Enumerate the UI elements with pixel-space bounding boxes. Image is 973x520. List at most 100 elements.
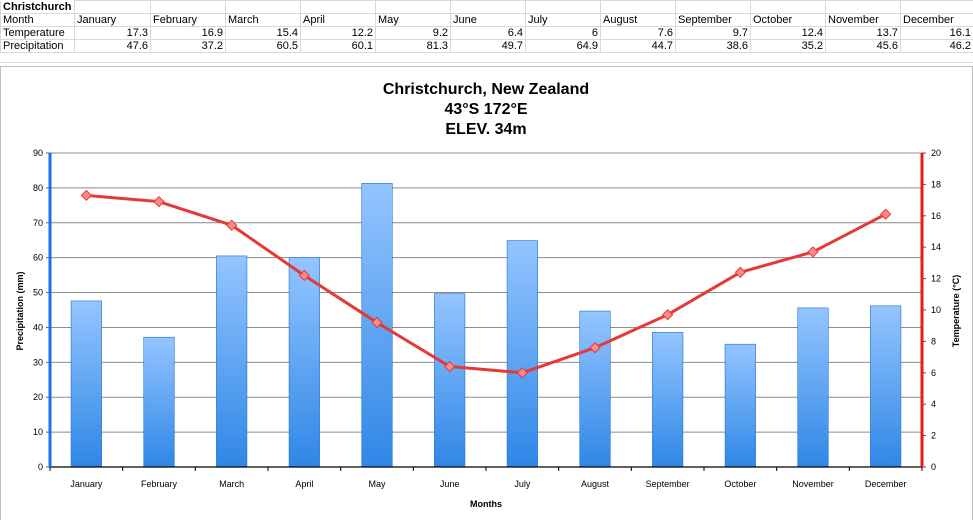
value-cell[interactable]: 60.5 [226, 40, 301, 53]
right-tick-label: 6 [931, 368, 936, 378]
x-tick-label: December [865, 479, 907, 489]
x-tick-label: January [70, 479, 103, 489]
temperature-line [81, 190, 890, 377]
left-tick-label: 80 [33, 183, 43, 193]
empty-cell[interactable] [226, 1, 301, 14]
left-tick-label: 30 [33, 357, 43, 367]
chart-title-line-3: ELEV. 34m [445, 121, 526, 138]
left-axis-label: Precipitation (mm) [15, 271, 25, 350]
value-cell[interactable]: 17.3 [75, 27, 151, 40]
value-cell[interactable]: 12.2 [301, 27, 376, 40]
value-cell[interactable]: 12.4 [751, 27, 826, 40]
x-tick-label: February [141, 479, 178, 489]
chart-title-line-1: Christchurch, New Zealand [383, 81, 589, 98]
empty-cell[interactable] [826, 1, 901, 14]
precipitation-bar [507, 241, 538, 467]
month-cell[interactable]: November [826, 14, 901, 27]
left-tick-label: 40 [33, 322, 43, 332]
precipitation-bar [652, 332, 683, 467]
precipitation-bar [289, 257, 320, 467]
value-cell[interactable]: 81.3 [376, 40, 451, 53]
month-cell[interactable]: September [676, 14, 751, 27]
month-cell[interactable]: April [301, 14, 376, 27]
x-tick-label: August [581, 479, 610, 489]
value-cell[interactable]: 45.6 [826, 40, 901, 53]
x-tick-label: June [440, 479, 460, 489]
precipitation-bar [216, 256, 247, 467]
x-tick-label: March [219, 479, 244, 489]
right-tick-label: 16 [931, 211, 941, 221]
value-cell[interactable]: 15.4 [226, 27, 301, 40]
month-cell[interactable]: June [451, 14, 526, 27]
value-cell[interactable]: 6 [526, 27, 601, 40]
month-cell[interactable]: August [601, 14, 676, 27]
empty-cell[interactable] [676, 1, 751, 14]
sheet-title-row: Christchurch [1, 1, 973, 14]
month-header-cell[interactable]: Month [1, 14, 75, 27]
empty-cell[interactable] [301, 1, 376, 14]
right-tick-label: 0 [931, 462, 936, 472]
row-label-cell[interactable]: Temperature [1, 27, 75, 40]
right-tick-label: 14 [931, 242, 941, 252]
row-label-cell[interactable]: Precipitation [1, 40, 75, 53]
value-cell[interactable]: 44.7 [601, 40, 676, 53]
value-cell[interactable]: 16.1 [901, 27, 973, 40]
value-cell[interactable]: 35.2 [751, 40, 826, 53]
right-tick-label: 2 [931, 431, 936, 441]
sheet-month-row: Month January February March April May J… [1, 14, 973, 27]
value-cell[interactable]: 9.2 [376, 27, 451, 40]
climate-chart: Christchurch, New Zealand 43°S 172°E ELE… [1, 67, 972, 520]
value-cell[interactable]: 9.7 [676, 27, 751, 40]
left-tick-label: 90 [33, 148, 43, 158]
value-cell[interactable]: 16.9 [151, 27, 226, 40]
month-cell[interactable]: December [901, 14, 973, 27]
empty-cell[interactable] [75, 1, 151, 14]
empty-cell[interactable] [151, 1, 226, 14]
month-cell[interactable]: July [526, 14, 601, 27]
month-cell[interactable]: March [226, 14, 301, 27]
precipitation-bar [798, 308, 829, 467]
sheet-title-cell[interactable]: Christchurch [1, 1, 75, 14]
value-cell[interactable]: 49.7 [451, 40, 526, 53]
value-cell[interactable]: 38.6 [676, 40, 751, 53]
precipitation-bar [580, 311, 611, 467]
empty-cell[interactable] [601, 1, 676, 14]
x-tick-label: October [724, 479, 756, 489]
value-cell[interactable]: 13.7 [826, 27, 901, 40]
value-cell[interactable]: 7.6 [601, 27, 676, 40]
empty-cell[interactable] [901, 1, 973, 14]
spreadsheet-table: Christchurch Month January February Marc… [0, 0, 973, 53]
precipitation-bar [144, 337, 175, 467]
empty-cell[interactable] [451, 1, 526, 14]
temperature-point [154, 197, 164, 207]
x-tick-label: July [514, 479, 531, 489]
month-cell[interactable]: May [376, 14, 451, 27]
right-tick-label: 4 [931, 399, 936, 409]
value-cell[interactable]: 46.2 [901, 40, 973, 53]
right-tick-label: 10 [931, 305, 941, 315]
precipitation-bar [725, 344, 756, 467]
month-cell[interactable]: January [75, 14, 151, 27]
right-tick-label: 12 [931, 274, 941, 284]
empty-cell[interactable] [751, 1, 826, 14]
value-cell[interactable]: 37.2 [151, 40, 226, 53]
chart-container[interactable]: Christchurch, New Zealand 43°S 172°E ELE… [0, 66, 973, 520]
value-cell[interactable]: 6.4 [451, 27, 526, 40]
left-tick-label: 50 [33, 288, 43, 298]
empty-cell[interactable] [526, 1, 601, 14]
temperature-point [81, 190, 91, 200]
x-tick-label: April [295, 479, 313, 489]
left-tick-label: 0 [38, 462, 43, 472]
empty-cell[interactable] [376, 1, 451, 14]
right-tick-label: 18 [931, 179, 941, 189]
gridlines [50, 153, 922, 432]
value-cell[interactable]: 60.1 [301, 40, 376, 53]
month-cell[interactable]: February [151, 14, 226, 27]
value-cell[interactable]: 64.9 [526, 40, 601, 53]
right-tick-label: 20 [931, 148, 941, 158]
precipitation-bar [434, 294, 465, 467]
month-cell[interactable]: October [751, 14, 826, 27]
value-cell[interactable]: 47.6 [75, 40, 151, 53]
right-axis-label: Temperature (°C) [951, 275, 961, 347]
left-tick-label: 60 [33, 253, 43, 263]
